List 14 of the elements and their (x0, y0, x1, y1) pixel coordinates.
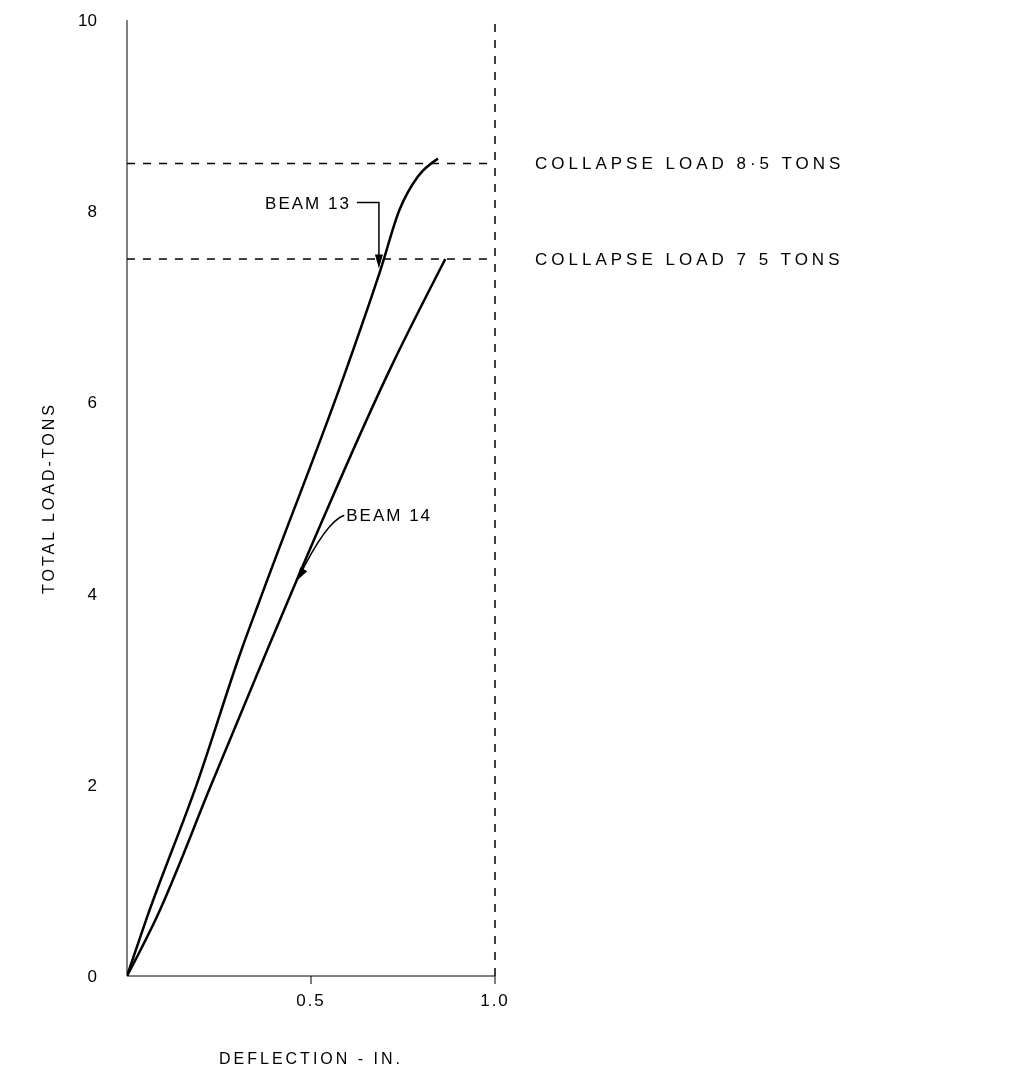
ref-line-label: COLLAPSE LOAD 8·5 TONS (535, 154, 845, 174)
y-tick-label: 0 (87, 967, 97, 987)
x-tick-label: 1.0 (480, 991, 510, 1011)
ref-line-label: COLLAPSE LOAD 7 5 TONS (535, 250, 844, 269)
y-tick-label: 8 (87, 202, 97, 222)
annotation: BEAM 13 (265, 193, 351, 213)
y-axis-title: TOTAL LOAD-TONS (39, 402, 57, 594)
x-axis-title: DEFLECTION - IN. (218, 1050, 404, 1067)
annotation: BEAM 14 (346, 506, 433, 526)
x-tick-label: 0.5 (296, 991, 326, 1011)
y-tick-label: 10 (78, 11, 97, 31)
y-tick-label: 2 (87, 775, 97, 795)
y-tick-label: 4 (87, 584, 97, 604)
y-tick-label: 6 (87, 393, 97, 413)
